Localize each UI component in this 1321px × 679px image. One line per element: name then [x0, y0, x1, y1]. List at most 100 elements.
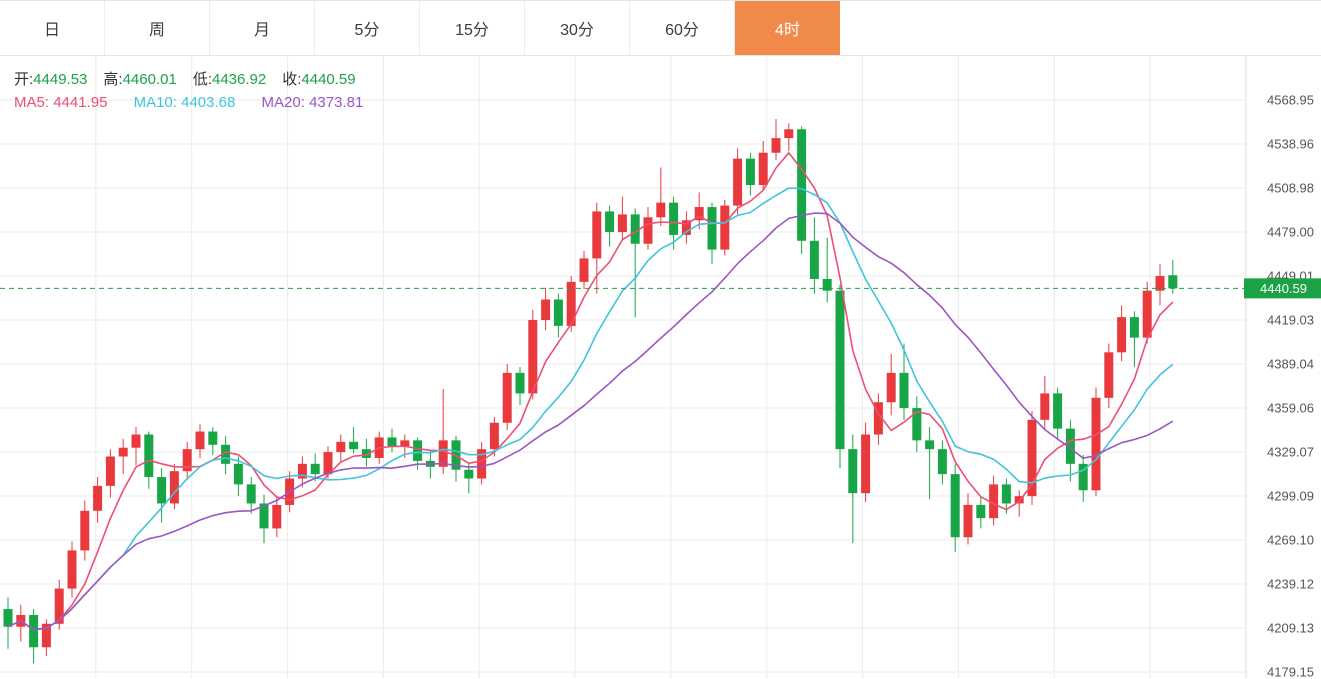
candle-body — [208, 431, 218, 445]
ma5-legend: MA5: 4441.95 — [14, 94, 107, 111]
candle-body — [195, 431, 205, 450]
tab-日[interactable]: 日 — [0, 1, 105, 55]
candle-body — [1104, 352, 1114, 398]
candle-body — [413, 440, 423, 461]
y-axis: 4568.954538.964508.984479.004449.014419.… — [1267, 93, 1314, 679]
candle-body — [848, 449, 858, 494]
candle-body — [963, 504, 973, 538]
tab-周[interactable]: 周 — [105, 1, 210, 55]
candle-body — [1129, 317, 1139, 338]
low-label: 低: — [192, 71, 212, 88]
candle-body — [592, 211, 602, 259]
y-axis-label: 4538.96 — [1267, 137, 1314, 152]
candle-body — [541, 299, 551, 321]
candle-body — [323, 452, 333, 475]
candle-body — [861, 434, 871, 494]
candle-body — [758, 152, 768, 186]
candle-body — [1001, 484, 1011, 504]
tab-60分[interactable]: 60分 — [630, 1, 735, 55]
candle-body — [297, 463, 307, 479]
ma10-line — [7, 187, 1174, 631]
candle-body — [566, 281, 576, 326]
candle-body — [656, 202, 666, 218]
ma10-legend: MA10: 4403.68 — [134, 94, 236, 111]
candle-body — [272, 504, 282, 529]
candle-body — [400, 440, 410, 447]
y-axis-label: 4329.07 — [1267, 445, 1314, 460]
ma-legend: MA5: 4441.95 MA10: 4403.68 MA20: 4373.81 — [14, 94, 385, 111]
candle-body — [438, 440, 448, 467]
candle-body — [784, 129, 794, 139]
tab-5分[interactable]: 5分 — [315, 1, 420, 55]
ma-lines-layer — [7, 152, 1174, 631]
candle-body — [29, 614, 39, 648]
candle-body — [579, 258, 589, 282]
y-axis-label: 4269.10 — [1267, 533, 1314, 548]
candle-body — [771, 138, 781, 153]
candle-body — [1091, 397, 1101, 491]
candle-body — [1142, 290, 1152, 338]
y-axis-label: 4419.03 — [1267, 312, 1314, 327]
candle-body — [873, 402, 883, 435]
candle-body — [246, 484, 256, 504]
high-value: 4460.01 — [122, 71, 177, 88]
tab-30分[interactable]: 30分 — [525, 1, 630, 55]
tab-月[interactable]: 月 — [210, 1, 315, 55]
ma5-line — [7, 152, 1174, 631]
ma20-legend: MA20: 4373.81 — [262, 94, 364, 111]
tab-15分[interactable]: 15分 — [420, 1, 525, 55]
candle-body — [553, 299, 563, 326]
candle-body — [822, 278, 832, 291]
candle-body — [835, 290, 845, 450]
ma10-label: MA10: — [133, 94, 177, 111]
y-axis-label: 4359.06 — [1267, 400, 1314, 415]
candle-body — [617, 214, 627, 232]
candle-body — [118, 447, 128, 457]
candle-body — [937, 449, 947, 475]
candle-body — [80, 510, 90, 551]
candle-body — [720, 205, 730, 250]
candle-body — [131, 434, 141, 448]
candle-body — [643, 217, 653, 244]
chart-area[interactable]: 4568.95 4538.96 4508.98 4479.00 4449.01 4419.… — [0, 56, 1321, 678]
current-price-badge: 4440.59 — [1244, 278, 1321, 299]
y-axis-label: 4479.00 — [1267, 224, 1314, 239]
candle-body — [221, 444, 231, 464]
ma20-label: MA20: — [261, 94, 305, 111]
candle-body — [336, 441, 346, 453]
candle-body — [707, 207, 717, 250]
candlestick-chart[interactable]: 4568.954538.964508.984479.004449.014419.… — [0, 56, 1321, 678]
candle-body — [950, 474, 960, 538]
high-label: 高: — [103, 71, 123, 88]
ma5-value: 4441.95 — [53, 94, 108, 111]
candle-body — [1117, 317, 1127, 353]
y-axis-label: 4179.15 — [1267, 665, 1314, 679]
candle-body — [54, 588, 64, 624]
ma20-line — [7, 212, 1174, 631]
candle-body — [528, 320, 538, 394]
candle-body — [745, 158, 755, 186]
tab-4时[interactable]: 4时 — [735, 1, 840, 55]
y-axis-label: 4568.95 — [1267, 93, 1314, 108]
candle-body — [464, 469, 474, 479]
candle-body — [1053, 393, 1063, 429]
candles-layer — [3, 119, 1178, 664]
candle-body — [925, 440, 935, 450]
candle-body — [105, 456, 115, 486]
candle-body — [1155, 276, 1165, 291]
candle-body — [502, 372, 512, 423]
candle-body — [797, 129, 807, 241]
candle-body — [387, 437, 397, 447]
ma10-value: 4403.68 — [181, 94, 236, 111]
y-axis-label: 4389.04 — [1267, 357, 1314, 372]
candle-body — [912, 408, 922, 441]
candle-body — [41, 623, 51, 648]
candle-body — [515, 372, 525, 394]
candle-body — [1168, 275, 1178, 289]
candle-body — [477, 449, 487, 479]
candle-body — [93, 485, 103, 511]
candle-body — [899, 372, 909, 409]
candle-body — [630, 214, 640, 244]
candle-body — [1065, 428, 1075, 464]
